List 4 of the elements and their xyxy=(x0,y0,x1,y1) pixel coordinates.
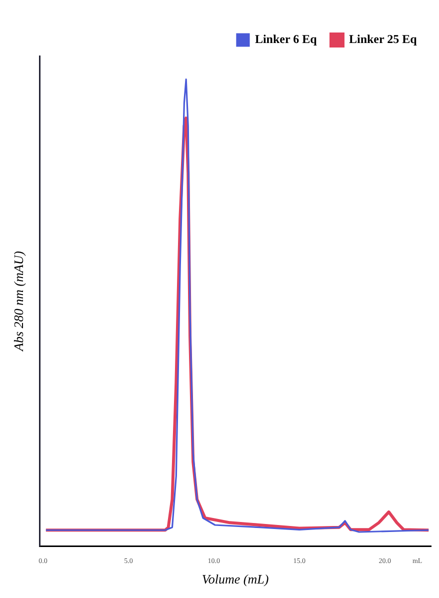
x-axis-title: Volume (mL) xyxy=(202,572,269,587)
legend-label: Linker 25 Eq xyxy=(348,32,418,46)
y-axis-title: Abs 280 nm (mAU) xyxy=(11,250,26,352)
legend-label: Linker 6 Eq xyxy=(254,32,318,46)
